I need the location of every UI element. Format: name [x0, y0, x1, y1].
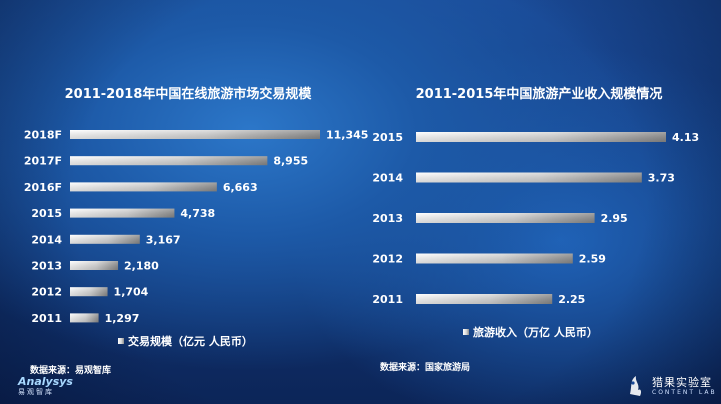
- left-value-label: 11,345: [326, 129, 368, 142]
- right-legend-swatch: [463, 329, 469, 335]
- right-bar-shade: [416, 213, 595, 223]
- left-bar-shade: [70, 156, 268, 166]
- left-value-label: 4,738: [180, 207, 215, 220]
- left-value-label: 3,167: [146, 233, 181, 246]
- left-value-label: 2,180: [124, 260, 159, 273]
- left-bar-shade: [70, 130, 320, 139]
- left-value-label: 6,663: [223, 181, 258, 194]
- right-bar-shade: [416, 132, 666, 142]
- right-legend-label: 旅游收入（万亿 人民币）: [473, 325, 598, 339]
- content-lab-name: 猎果实验室: [652, 375, 712, 389]
- left-bar-shade: [70, 182, 217, 192]
- content-lab-sub: CONTENT LAB: [652, 388, 717, 396]
- right-value-label: 2.25: [558, 293, 585, 306]
- right-category-label: 2015: [372, 131, 403, 144]
- left-source-note: 数据来源：易观智库: [30, 364, 111, 376]
- analysys-logo-name: Analysys: [18, 375, 73, 388]
- left-category-label: 2017F: [24, 155, 62, 168]
- left-category-label: 2012: [31, 286, 62, 299]
- left-category-label: 2011: [31, 312, 62, 325]
- right-source-note: 数据来源：国家旅游局: [380, 361, 470, 373]
- right-chart-title: 2011-2015年中国旅游产业收入规模情况: [416, 86, 663, 102]
- analysys-logo: Analysys 易观智库: [18, 375, 73, 397]
- analysys-logo-sub: 易观智库: [18, 388, 54, 396]
- right-category-label: 2011: [372, 293, 403, 306]
- left-legend-swatch: [118, 338, 124, 344]
- content-lab-mark-icon: [630, 376, 642, 396]
- right-bar-shade: [416, 253, 573, 264]
- left-category-label: 2015: [31, 207, 62, 220]
- right-value-label: 2.59: [579, 253, 606, 266]
- right-value-label: 3.73: [648, 172, 675, 185]
- left-category-label: 2016F: [24, 181, 62, 194]
- online-travel-chart: 2011-2018年中国在线旅游市场交易规模 2018F 11,345 2017F 8,…: [24, 86, 369, 376]
- right-bar-shade: [416, 172, 642, 183]
- left-bar-shade: [70, 234, 140, 244]
- right-value-label: 2.95: [601, 212, 628, 225]
- left-bar-shade: [70, 261, 119, 270]
- left-category-label: 2018F: [24, 129, 62, 142]
- left-bar-shade: [70, 287, 108, 297]
- left-chart-title: 2011-2018年中国在线旅游市场交易规模: [65, 86, 313, 102]
- tourism-income-chart: 2011-2015年中国旅游产业收入规模情况 2015 4.13 2014 3.73 20…: [372, 86, 699, 373]
- left-value-label: 1,704: [114, 286, 149, 299]
- left-value-label: 1,297: [105, 312, 140, 325]
- right-category-label: 2014: [372, 172, 403, 185]
- left-value-label: 8,955: [273, 155, 308, 168]
- content-lab-logo: 猎果实验室 CONTENT LAB: [626, 374, 717, 398]
- right-value-label: 4.13: [672, 131, 699, 144]
- left-category-label: 2014: [31, 233, 62, 246]
- left-category-label: 2013: [31, 260, 62, 273]
- right-category-label: 2012: [372, 253, 403, 266]
- left-legend-label: 交易规模（亿元 人民币）: [128, 334, 253, 348]
- right-category-label: 2013: [372, 212, 403, 225]
- left-bar-shade: [70, 313, 99, 323]
- right-bar-shade: [416, 294, 553, 304]
- left-bar-shade: [70, 208, 175, 218]
